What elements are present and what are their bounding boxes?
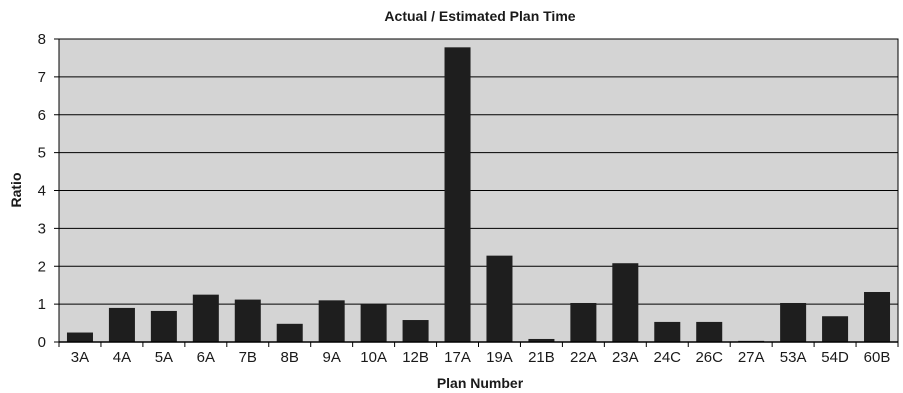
x-tick-label: 21B bbox=[528, 349, 555, 366]
bar-3A bbox=[66, 332, 93, 342]
y-tick-label: 3 bbox=[38, 220, 46, 237]
y-tick-label: 4 bbox=[38, 183, 46, 200]
bar-4A bbox=[108, 307, 135, 342]
bar-9A bbox=[318, 300, 345, 342]
bar-10A bbox=[360, 304, 387, 342]
bars bbox=[66, 47, 891, 343]
bar-6A bbox=[192, 294, 219, 342]
x-tick-label: 27A bbox=[738, 349, 765, 366]
y-tick-label: 5 bbox=[38, 145, 46, 162]
x-tick-label: 7B bbox=[239, 349, 257, 366]
x-tick-label: 9A bbox=[322, 349, 340, 366]
x-tick-label: 3A bbox=[71, 349, 89, 366]
bar-7B bbox=[234, 299, 261, 342]
y-axis-label: Ratio bbox=[8, 173, 24, 208]
y-tick-label: 1 bbox=[38, 296, 46, 313]
x-tick-labels: 3A 4A 5A 6A 7B 8B 9A 10A 12B 17A 19A 21B 22A 23A 24C 26… bbox=[71, 349, 891, 366]
chart-title: Actual / Estimated Plan Time bbox=[384, 8, 575, 24]
axes bbox=[58, 38, 899, 343]
bar-8B bbox=[276, 323, 303, 342]
y-tick-label: 2 bbox=[38, 258, 46, 275]
x-tick-label: 17A bbox=[444, 349, 471, 366]
bar-17A bbox=[444, 47, 471, 343]
x-tick-label: 24C bbox=[654, 349, 682, 366]
x-tick-label: 53A bbox=[780, 349, 807, 366]
bar-5A bbox=[150, 310, 177, 342]
bar-21B bbox=[528, 338, 555, 342]
bar-19A bbox=[486, 255, 513, 342]
y-tick-labels: 0 1 2 3 4 5 6 7 8 bbox=[38, 31, 46, 351]
y-tick-label: 0 bbox=[38, 334, 46, 351]
x-tick-label: 6A bbox=[197, 349, 215, 366]
y-tick-label: 7 bbox=[38, 69, 46, 86]
x-tick-label: 26C bbox=[695, 349, 723, 366]
x-axis-label: Plan Number bbox=[437, 375, 524, 391]
x-tick-label: 60B bbox=[864, 349, 891, 366]
x-tick-label: 10A bbox=[360, 349, 387, 366]
y-tick-label: 8 bbox=[38, 31, 46, 48]
y-tick-label: 6 bbox=[38, 107, 46, 124]
x-tick-label: 12B bbox=[402, 349, 429, 366]
bar-22A bbox=[570, 302, 597, 342]
x-tick-label: 22A bbox=[570, 349, 597, 366]
x-tick-label: 5A bbox=[155, 349, 173, 366]
x-tick-label: 8B bbox=[281, 349, 299, 366]
x-tick-label: 19A bbox=[486, 349, 513, 366]
bar-24C bbox=[654, 321, 681, 342]
x-tick-label: 4A bbox=[113, 349, 131, 366]
bar-23A bbox=[612, 263, 639, 342]
x-tick-label: 23A bbox=[612, 349, 639, 366]
bar-60B bbox=[864, 292, 891, 342]
x-tick-label: 54D bbox=[821, 349, 849, 366]
bar-12B bbox=[402, 320, 429, 342]
bar-26C bbox=[696, 321, 723, 342]
bar-53A bbox=[780, 302, 807, 342]
bar-54D bbox=[822, 316, 849, 342]
